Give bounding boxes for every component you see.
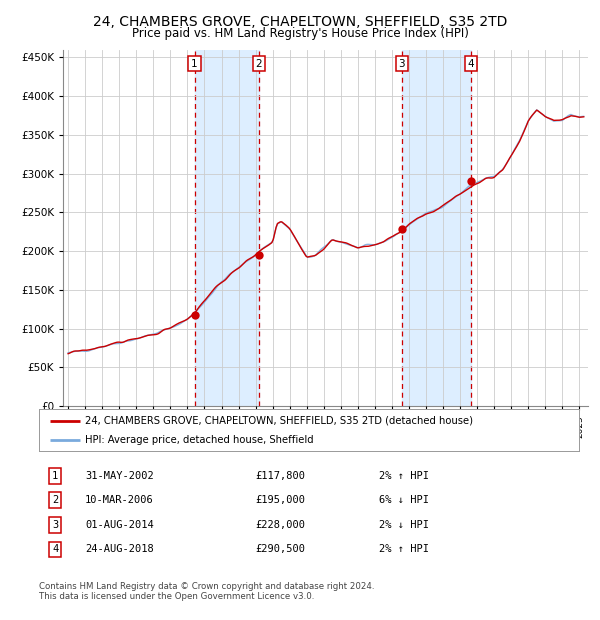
Text: HPI: Average price, detached house, Sheffield: HPI: Average price, detached house, Shef…: [85, 435, 314, 445]
Text: 2% ↑ HPI: 2% ↑ HPI: [379, 471, 429, 480]
Text: 24-AUG-2018: 24-AUG-2018: [85, 544, 154, 554]
Text: 6% ↓ HPI: 6% ↓ HPI: [379, 495, 429, 505]
Bar: [194, 50, 259, 406]
Text: 24, CHAMBERS GROVE, CHAPELTOWN, SHEFFIELD, S35 2TD (detached house): 24, CHAMBERS GROVE, CHAPELTOWN, SHEFFIEL…: [85, 415, 473, 425]
Text: 3: 3: [52, 520, 58, 530]
Text: £228,000: £228,000: [255, 520, 305, 530]
Bar: [402, 50, 471, 406]
Text: 2: 2: [256, 58, 262, 69]
Text: 1: 1: [191, 58, 198, 69]
Text: 31-MAY-2002: 31-MAY-2002: [85, 471, 154, 480]
Text: 3: 3: [398, 58, 405, 69]
Text: £117,800: £117,800: [255, 471, 305, 480]
Text: £195,000: £195,000: [255, 495, 305, 505]
Text: 10-MAR-2006: 10-MAR-2006: [85, 495, 154, 505]
Text: £290,500: £290,500: [255, 544, 305, 554]
Text: 4: 4: [52, 544, 58, 554]
Text: 01-AUG-2014: 01-AUG-2014: [85, 520, 154, 530]
Text: 1: 1: [52, 471, 58, 480]
Text: 4: 4: [468, 58, 475, 69]
Text: 2% ↑ HPI: 2% ↑ HPI: [379, 544, 429, 554]
Text: 2% ↓ HPI: 2% ↓ HPI: [379, 520, 429, 530]
Text: 24, CHAMBERS GROVE, CHAPELTOWN, SHEFFIELD, S35 2TD: 24, CHAMBERS GROVE, CHAPELTOWN, SHEFFIEL…: [93, 16, 507, 30]
Text: 2: 2: [52, 495, 58, 505]
Text: Price paid vs. HM Land Registry's House Price Index (HPI): Price paid vs. HM Land Registry's House …: [131, 27, 469, 40]
Text: Contains HM Land Registry data © Crown copyright and database right 2024.
This d: Contains HM Land Registry data © Crown c…: [39, 582, 374, 601]
